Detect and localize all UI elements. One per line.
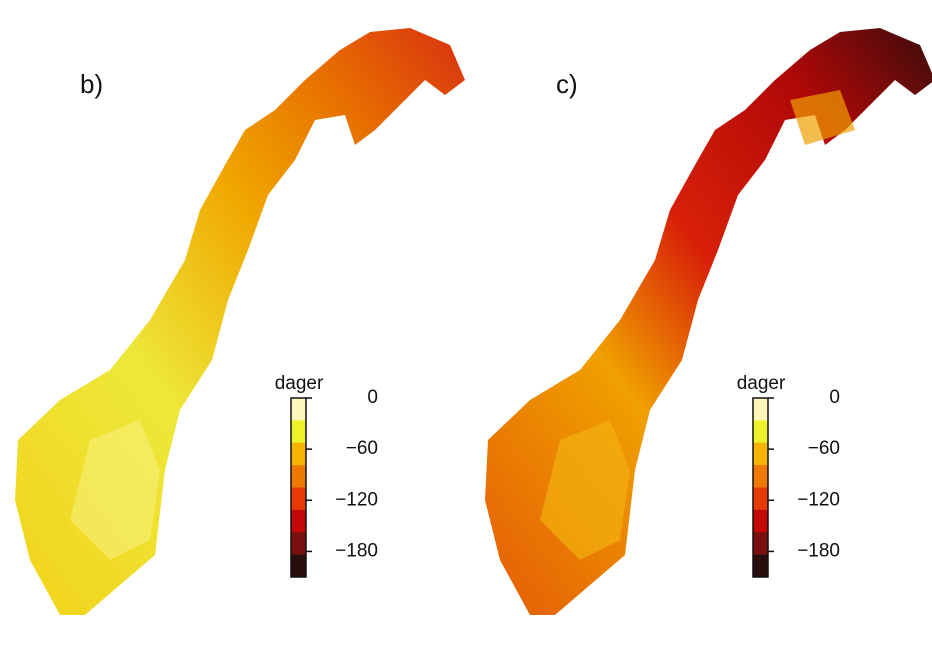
legend-frame xyxy=(290,397,307,578)
legend-swatch xyxy=(291,398,306,421)
legend-title: dager xyxy=(275,373,324,394)
legend-swatch xyxy=(291,487,306,511)
legend-swatch xyxy=(753,442,768,466)
panel-label: c) xyxy=(556,69,578,99)
inland-shade xyxy=(70,420,160,560)
tick-label: −120 xyxy=(797,489,840,510)
legend-swatch xyxy=(753,487,768,511)
tick-label: −120 xyxy=(335,489,378,510)
legend-swatch xyxy=(753,398,768,421)
inland-shade xyxy=(540,420,630,560)
tick-label: −60 xyxy=(808,438,840,459)
legend-swatch xyxy=(291,442,306,466)
panel-label: b) xyxy=(80,69,103,99)
legend-swatch xyxy=(753,465,768,488)
legend-swatch xyxy=(291,554,306,578)
legend-swatch xyxy=(291,509,306,533)
tick-label: 0 xyxy=(367,387,378,408)
legend-swatch xyxy=(291,532,306,556)
legend-swatch xyxy=(753,532,768,556)
legend-swatch xyxy=(753,420,768,444)
tick-label: −60 xyxy=(346,438,378,459)
legend-swatch xyxy=(291,420,306,444)
tick-label: −180 xyxy=(335,540,378,561)
legend-swatch xyxy=(753,509,768,533)
map-region xyxy=(485,28,932,615)
legend-swatch xyxy=(753,554,768,578)
inland-shade xyxy=(790,90,855,145)
legend-swatch xyxy=(291,465,306,488)
tick-label: 0 xyxy=(829,387,840,408)
legend-frame xyxy=(752,397,769,578)
tick-label: −180 xyxy=(797,540,840,561)
legend-title: dager xyxy=(737,373,786,394)
map-region xyxy=(15,28,465,615)
